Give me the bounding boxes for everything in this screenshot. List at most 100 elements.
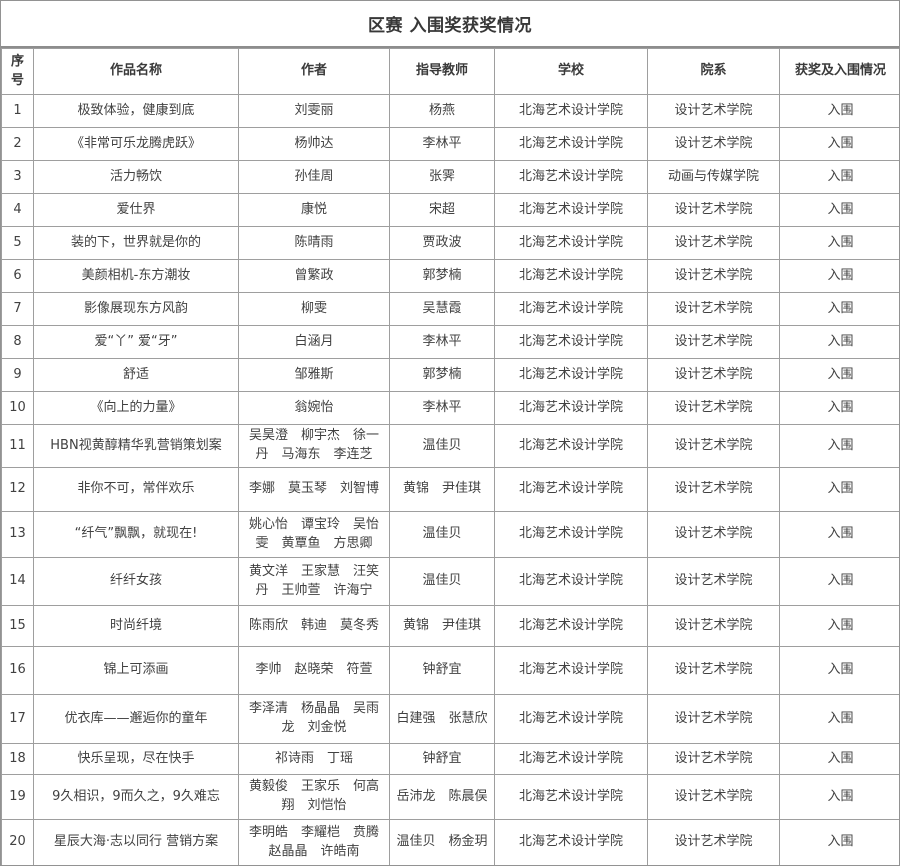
- cell-status: 入围: [779, 467, 899, 512]
- cell-no: 12: [1, 467, 34, 512]
- cell-department: 设计艺术学院: [647, 424, 780, 468]
- cell-authors: 黄文洋 王家慧 汪笑丹 王帅萱 许海宁: [238, 557, 390, 606]
- cell-school: 北海艺术设计学院: [494, 226, 648, 260]
- cell-status: 入围: [779, 127, 899, 161]
- cell-school: 北海艺术设计学院: [494, 391, 648, 425]
- cell-school: 北海艺术设计学院: [494, 325, 648, 359]
- cell-authors: 杨帅达: [238, 127, 390, 161]
- cell-authors: 刘雯丽: [238, 94, 390, 128]
- cell-department: 设计艺术学院: [647, 94, 780, 128]
- column-header: 院系: [647, 48, 780, 95]
- cell-work-title: 锦上可添画: [33, 646, 239, 695]
- cell-work-title: 星辰大海·志以同行 营销方案: [33, 819, 239, 865]
- table-row: 16 锦上可添画 李帅 赵晓荣 符萱 钟舒宜 北海艺术设计学院 设计艺术学院 入围: [1, 646, 899, 695]
- cell-work-title: 《向上的力量》: [33, 391, 239, 425]
- cell-work-title: 非你不可，常伴欢乐: [33, 467, 239, 512]
- cell-no: 15: [1, 605, 34, 647]
- cell-no: 3: [1, 160, 34, 194]
- cell-authors: 吴昊澄 柳宇杰 徐一丹 马海东 李连芝: [238, 424, 390, 468]
- cell-advisor: 贾政波: [389, 226, 495, 260]
- cell-work-title: “纤气”飘飘，就现在!: [33, 511, 239, 558]
- cell-department: 设计艺术学院: [647, 292, 780, 326]
- cell-authors: 白涵月: [238, 325, 390, 359]
- cell-department: 设计艺术学院: [647, 467, 780, 512]
- cell-authors: 翁婉怡: [238, 391, 390, 425]
- header-row: 序号 作品名称 作者 指导教师 学校 院系 获奖及入围情况: [1, 48, 899, 95]
- cell-department: 设计艺术学院: [647, 743, 780, 775]
- cell-no: 10: [1, 391, 34, 425]
- cell-work-title: 极致体验，健康到底: [33, 94, 239, 128]
- cell-no: 13: [1, 511, 34, 558]
- cell-no: 6: [1, 259, 34, 293]
- cell-department: 设计艺术学院: [647, 193, 780, 227]
- cell-no: 17: [1, 694, 34, 744]
- table-row: 8 爱“丫” 爱“牙” 白涵月 李林平 北海艺术设计学院 设计艺术学院 入围: [1, 325, 899, 359]
- cell-no: 2: [1, 127, 34, 161]
- cell-authors: 康悦: [238, 193, 390, 227]
- table-row: 15 时尚纤境 陈雨欣 韩迪 莫冬秀 黄锦 尹佳琪 北海艺术设计学院 设计艺术学院 入围: [1, 605, 899, 647]
- cell-school: 北海艺术设计学院: [494, 358, 648, 392]
- table-row: 10 《向上的力量》 翁婉怡 李林平 北海艺术设计学院 设计艺术学院 入围: [1, 391, 899, 425]
- table-row: 11 HBN视黄醇精华乳营销策划案 吴昊澄 柳宇杰 徐一丹 马海东 李连芝 温佳贝 北海…: [1, 424, 899, 468]
- cell-work-title: 时尚纤境: [33, 605, 239, 647]
- cell-authors: 李娜 莫玉琴 刘智博: [238, 467, 390, 512]
- cell-no: 14: [1, 557, 34, 606]
- column-header: 学校: [494, 48, 648, 95]
- cell-department: 设计艺术学院: [647, 694, 780, 744]
- cell-advisor: 宋超: [389, 193, 495, 227]
- cell-advisor: 黄锦 尹佳琪: [389, 467, 495, 512]
- cell-school: 北海艺术设计学院: [494, 774, 648, 820]
- table-row: 20 星辰大海·志以同行 营销方案 李明皓 李耀桤 贲腾 赵晶晶 许皓南 温佳贝 杨金…: [1, 819, 899, 865]
- table-row: 13 “纤气”飘飘，就现在! 姚心怡 谭宝玲 吴怡雯 黄覃鱼 方思卿 温佳贝 北海艺术设…: [1, 511, 899, 558]
- cell-status: 入围: [779, 774, 899, 820]
- cell-status: 入围: [779, 511, 899, 558]
- cell-status: 入围: [779, 743, 899, 775]
- column-header: 作品名称: [33, 48, 239, 95]
- cell-work-title: 纤纤女孩: [33, 557, 239, 606]
- cell-authors: 黄毅俊 王家乐 何高翔 刘恺怡: [238, 774, 390, 820]
- table-row: 2 《非常可乐龙腾虎跃》 杨帅达 李林平 北海艺术设计学院 设计艺术学院 入围: [1, 127, 899, 161]
- cell-school: 北海艺术设计学院: [494, 292, 648, 326]
- cell-school: 北海艺术设计学院: [494, 605, 648, 647]
- cell-advisor: 温佳贝: [389, 557, 495, 606]
- award-table: 序号 作品名称 作者 指导教师 学校 院系 获奖及入围情况 1 极致体验，健康到底 刘雯丽 杨燕北…: [1, 48, 899, 865]
- cell-department: 设计艺术学院: [647, 774, 780, 820]
- cell-status: 入围: [779, 358, 899, 392]
- cell-status: 入围: [779, 605, 899, 647]
- cell-work-title: 影像展现东方风韵: [33, 292, 239, 326]
- cell-status: 入围: [779, 292, 899, 326]
- cell-advisor: 白建强 张慧欣: [389, 694, 495, 744]
- cell-no: 11: [1, 424, 34, 468]
- cell-advisor: 杨燕: [389, 94, 495, 128]
- table-row: 12 非你不可，常伴欢乐 李娜 莫玉琴 刘智博 黄锦 尹佳琪 北海艺术设计学院 设计艺术学…: [1, 467, 899, 512]
- cell-advisor: 张霁: [389, 160, 495, 194]
- cell-status: 入围: [779, 325, 899, 359]
- cell-advisor: 黄锦 尹佳琪: [389, 605, 495, 647]
- cell-status: 入围: [779, 94, 899, 128]
- cell-status: 入围: [779, 226, 899, 260]
- table-body: 1 极致体验，健康到底 刘雯丽 杨燕 北海艺术设计学院 设计艺术学院 入围 2 《非常可乐龙腾虎…: [1, 94, 899, 865]
- cell-status: 入围: [779, 424, 899, 468]
- cell-authors: 祁诗雨 丁瑶: [238, 743, 390, 775]
- cell-authors: 陈雨欣 韩迪 莫冬秀: [238, 605, 390, 647]
- column-header: 序号: [1, 48, 34, 95]
- cell-school: 北海艺术设计学院: [494, 557, 648, 606]
- cell-advisor: 温佳贝: [389, 511, 495, 558]
- cell-department: 设计艺术学院: [647, 511, 780, 558]
- cell-school: 北海艺术设计学院: [494, 259, 648, 293]
- cell-advisor: 李林平: [389, 127, 495, 161]
- cell-advisor: 吴慧霞: [389, 292, 495, 326]
- cell-advisor: 岳沛龙 陈晨俣: [389, 774, 495, 820]
- cell-authors: 孙佳周: [238, 160, 390, 194]
- cell-no: 1: [1, 94, 34, 128]
- cell-advisor: 李林平: [389, 391, 495, 425]
- table-row: 3 活力畅饮 孙佳周 张霁 北海艺术设计学院 动画与传媒学院 入围: [1, 160, 899, 194]
- cell-status: 入围: [779, 557, 899, 606]
- cell-status: 入围: [779, 694, 899, 744]
- cell-school: 北海艺术设计学院: [494, 819, 648, 865]
- cell-advisor: 温佳贝: [389, 424, 495, 468]
- cell-work-title: 爱“丫” 爱“牙”: [33, 325, 239, 359]
- cell-school: 北海艺术设计学院: [494, 646, 648, 695]
- cell-department: 动画与传媒学院: [647, 160, 780, 194]
